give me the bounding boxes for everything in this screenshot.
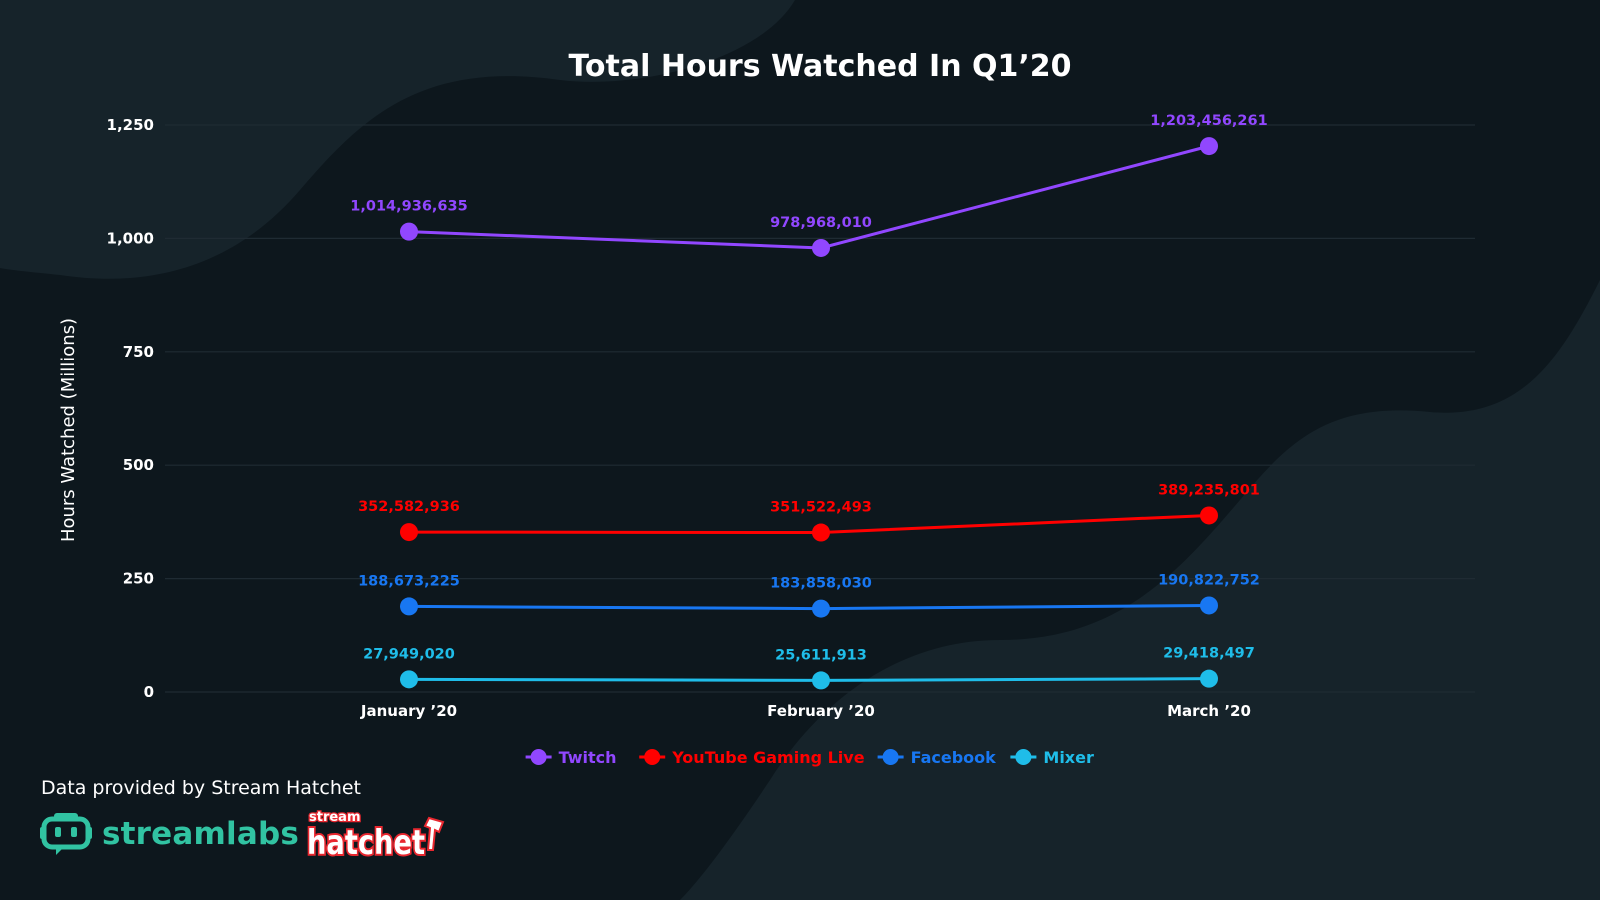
legend: Twitch YouTube Gaming Live Facebook Mixer <box>525 748 1094 767</box>
data-point <box>1200 506 1218 525</box>
data-label: 25,611,913 <box>775 647 867 663</box>
data-label: 978,968,010 <box>770 215 872 231</box>
legend-item: Facebook <box>877 748 997 767</box>
data-label: 1,203,456,261 <box>1150 113 1267 129</box>
legend-marker <box>882 749 899 765</box>
data-label: 352,582,936 <box>358 499 460 515</box>
data-point <box>1200 596 1218 615</box>
data-point <box>812 238 830 257</box>
x-axis: January ’20 February ’20 March ’20 <box>360 702 1251 720</box>
legend-marker <box>1015 749 1032 765</box>
data-point <box>1200 669 1218 688</box>
legend-item: YouTube Gaming Live <box>639 748 865 767</box>
y-axis: 0 250 500 750 1,000 1,250 <box>107 116 154 701</box>
data-point <box>812 671 830 690</box>
series-group: 1,014,936,635 978,968,010 1,203,456,261 352… <box>350 113 1268 690</box>
legend-marker <box>530 749 547 765</box>
legend-item: Mixer <box>1010 748 1094 767</box>
legend-label: Twitch <box>559 748 617 767</box>
data-label: 389,235,801 <box>1158 482 1260 498</box>
data-point <box>400 222 418 241</box>
data-point <box>400 523 418 542</box>
data-label: 351,522,493 <box>770 500 872 516</box>
y-tick-label: 1,000 <box>107 229 154 247</box>
data-label: 1,014,936,635 <box>350 199 467 215</box>
hatchet-axe-icon <box>423 816 445 851</box>
series-youtube-gaming-live: 352,582,936 351,522,493 389,235,801 <box>358 482 1260 542</box>
x-tick-label: February ’20 <box>767 702 875 720</box>
series-line <box>408 603 1210 611</box>
data-credit: Data provided by Stream Hatchet <box>41 777 361 799</box>
series-twitch: 1,014,936,635 978,968,010 1,203,456,261 <box>350 113 1268 257</box>
legend-marker <box>644 749 661 765</box>
series-mixer: 27,949,020 25,611,913 29,418,497 <box>363 646 1255 690</box>
y-tick-label: 750 <box>123 343 154 361</box>
streamlabs-icon <box>40 813 92 855</box>
data-point <box>812 523 830 542</box>
series-line <box>408 677 1210 682</box>
series-line <box>408 513 1210 535</box>
streamlabs-wordmark: streamlabs <box>102 816 299 852</box>
streamlabs-logo: streamlabs <box>40 809 299 859</box>
legend-label: Facebook <box>911 748 997 767</box>
hatchet-big-text: hatchet <box>307 823 425 860</box>
legend-label: YouTube Gaming Live <box>671 748 865 767</box>
y-tick-label: 250 <box>123 570 154 588</box>
data-point <box>1200 137 1218 156</box>
data-label: 29,418,497 <box>1163 646 1255 662</box>
data-label: 188,673,225 <box>358 573 460 589</box>
data-point <box>400 597 418 616</box>
data-label: 183,858,030 <box>770 576 872 592</box>
stream-hatchet-logo: stream hatchet <box>307 809 445 860</box>
y-tick-label: 500 <box>123 456 154 474</box>
data-point <box>812 599 830 618</box>
y-tick-label: 0 <box>144 683 154 701</box>
x-tick-label: March ’20 <box>1167 702 1251 720</box>
x-tick-label: January ’20 <box>360 702 457 720</box>
grid <box>165 124 1475 693</box>
legend-label: Mixer <box>1043 748 1094 767</box>
hatchet-small-text: stream <box>309 810 361 825</box>
data-label: 27,949,020 <box>363 646 455 662</box>
chart-title: Total Hours Watched In Q1’20 <box>568 49 1071 84</box>
y-axis-label: Hours Watched (Millions) <box>58 318 79 542</box>
legend-item: Twitch <box>525 748 617 767</box>
data-point <box>400 670 418 689</box>
series-line <box>408 144 1210 250</box>
series-facebook: 188,673,225 183,858,030 190,822,752 <box>358 572 1260 618</box>
y-tick-label: 1,250 <box>107 116 154 134</box>
data-label: 190,822,752 <box>1158 572 1260 588</box>
